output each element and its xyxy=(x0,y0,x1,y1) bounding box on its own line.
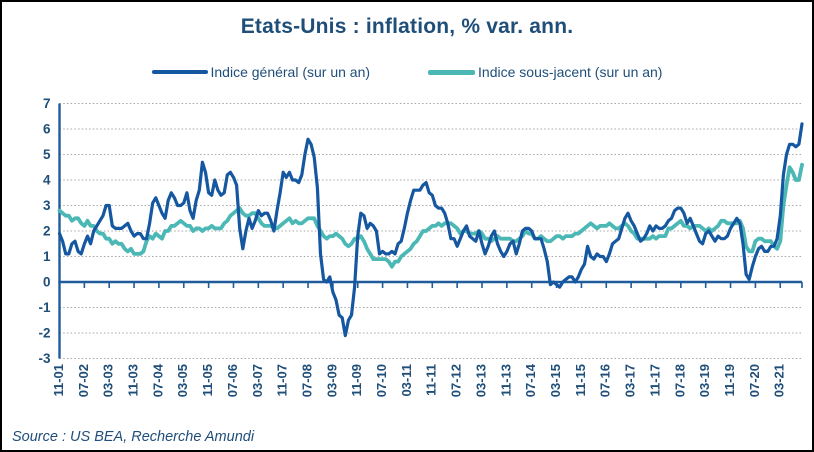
x-tick-label: 07-02 xyxy=(76,364,91,397)
chart-legend: Indice général (sur un an) Indice sous-j… xyxy=(2,64,812,80)
x-tick-label: 03-03 xyxy=(101,364,116,397)
x-tick-label: 11-17 xyxy=(647,364,662,397)
source-note: Source : US BEA, Recherche Amundi xyxy=(12,429,255,445)
x-tick-label: 03-13 xyxy=(473,364,488,397)
x-tick-label: 07-10 xyxy=(374,364,389,397)
x-tick-label: 07-16 xyxy=(598,364,613,397)
chart-title: Etats-Unis : inflation, % var. ann. xyxy=(240,15,574,38)
x-tick-label: 07-04 xyxy=(150,363,165,397)
series-line-general xyxy=(57,122,804,338)
y-tick-label: 4 xyxy=(43,173,51,188)
x-tick-label: 07-18 xyxy=(672,364,687,397)
legend-item-general: Indice général (sur un an) xyxy=(151,64,371,80)
y-tick-label: 2 xyxy=(43,224,51,239)
legend-label-sous-jacent: Indice sous-jacent (sur un an) xyxy=(478,64,663,80)
x-tick-label: 03-17 xyxy=(623,364,638,397)
x-tick-label: 11-19 xyxy=(722,364,737,397)
x-tick-label: 03-07 xyxy=(250,364,265,397)
legend-swatch-general xyxy=(151,70,208,74)
x-tick-label: 11-05 xyxy=(200,364,215,397)
legend-swatch-sous-jacent xyxy=(428,69,476,75)
x-tick-label: 11-01 xyxy=(51,364,66,397)
y-tick-label: 6 xyxy=(43,122,51,137)
x-tick-label: 11-11 xyxy=(424,364,439,396)
x-tick-label: 11-03 xyxy=(125,364,140,397)
x-tick-label: 03-15 xyxy=(548,364,563,397)
legend-item-sous-jacent: Indice sous-jacent (sur un an) xyxy=(428,64,662,80)
y-tick-label: 3 xyxy=(43,198,51,213)
x-tick-label: 03-11 xyxy=(399,364,414,397)
y-tick-label: 5 xyxy=(43,147,51,162)
y-tick-label: 0 xyxy=(43,275,51,290)
x-tick-label: 03-09 xyxy=(324,364,339,397)
y-tick-label: 7 xyxy=(43,96,51,111)
x-tick-label: 07-12 xyxy=(449,364,464,397)
x-tick-label: 03-05 xyxy=(175,364,190,397)
x-tick-label: 11-15 xyxy=(573,364,588,397)
y-tick-label: -3 xyxy=(38,351,50,366)
y-tick-label: -1 xyxy=(38,300,50,315)
series-line-sous-jacent xyxy=(57,162,804,269)
x-tick-label: 07-06 xyxy=(225,364,240,397)
x-tick-label: 11-09 xyxy=(349,364,364,397)
x-tick-label: 07-20 xyxy=(747,364,762,397)
x-tick-label: 07-08 xyxy=(299,364,314,397)
y-tick-label: 1 xyxy=(43,249,51,264)
y-tick-label: -2 xyxy=(38,326,50,341)
x-tick-label: 03-19 xyxy=(697,364,712,397)
legend-label-general: Indice général (sur un an) xyxy=(210,64,371,80)
x-tick-label: 11-07 xyxy=(275,364,290,397)
x-tick-label: 03-21 xyxy=(772,364,787,397)
x-tick-label: 11-13 xyxy=(498,364,513,397)
x-tick-label: 07-14 xyxy=(523,363,538,397)
